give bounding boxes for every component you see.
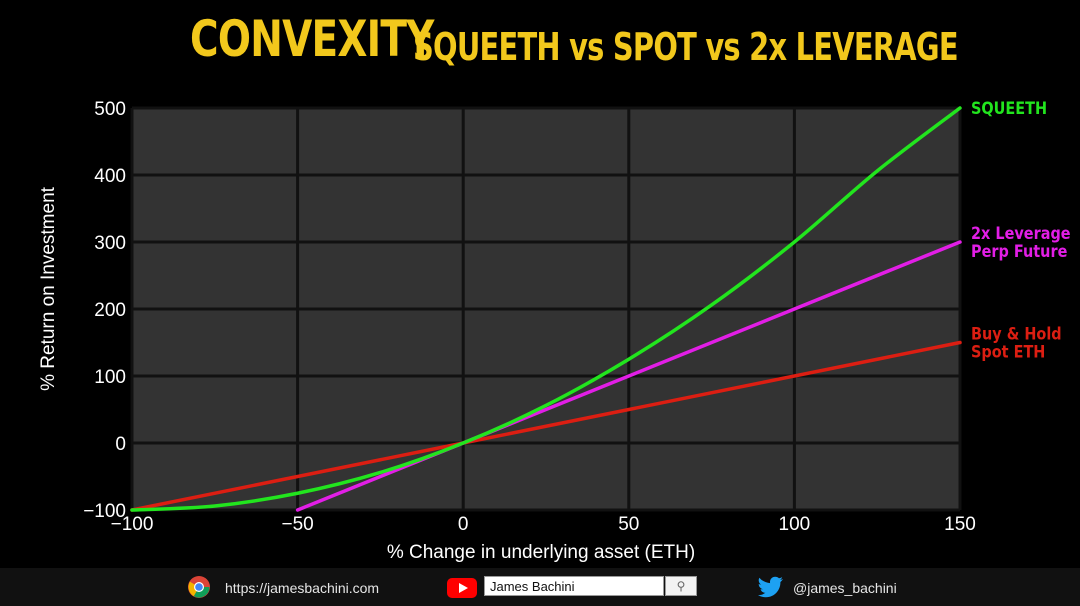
twitter-handle[interactable]: @james_bachini [793, 580, 897, 596]
x-tick-label: −50 [281, 514, 313, 535]
y-tick-label: 100 [94, 367, 126, 388]
chart-subtitle: SQUEETH vs SPOT vs 2x LEVERAGE [413, 25, 959, 69]
x-tick-label: 50 [618, 514, 639, 535]
series-label-buy-hold-spot-eth: Buy & Hold [971, 323, 1062, 343]
website-link[interactable]: https://jamesbachini.com [225, 580, 380, 596]
x-axis-title: % Change in underlying asset (ETH) [387, 542, 695, 563]
series-label-squeeth: SQUEETH [971, 98, 1047, 118]
search-icon: ⚲ [676, 579, 686, 593]
x-tick-label: 0 [458, 514, 469, 535]
youtube-icon [447, 578, 477, 598]
y-tick-label: 400 [94, 166, 126, 187]
title-banner: CONVEXITY SQUEETH vs SPOT vs 2x LEVERAGE [0, 0, 1080, 80]
y-axis-title: % Return on Investment [38, 186, 59, 391]
x-tick-label: 100 [779, 514, 811, 535]
y-tick-label: 300 [94, 233, 126, 254]
twitter-icon [758, 576, 783, 598]
chart: −100 −50 0 50 100 150 −100 0 100 200 300 400 500 SQU… [38, 98, 1071, 563]
y-tick-label: 0 [115, 434, 126, 455]
series-label-2x-leverage-perp-future: 2x Leverage [971, 223, 1071, 243]
y-tick-label: 500 [94, 99, 126, 120]
y-tick-label: −100 [83, 501, 126, 522]
chrome-icon [188, 576, 210, 598]
youtube-search-input[interactable]: James Bachini [484, 576, 664, 596]
series-label-2x-leverage-perp-future: Perp Future [971, 241, 1067, 261]
series-line-squeeth [130, 106, 962, 512]
x-tick-label: −100 [111, 514, 154, 535]
chart-title: CONVEXITY [190, 10, 434, 68]
series-label-buy-hold-spot-eth: Spot ETH [971, 341, 1045, 361]
search-button[interactable]: ⚲ [665, 576, 697, 596]
y-tick-label: 200 [94, 300, 126, 321]
x-tick-label: 150 [944, 514, 976, 535]
